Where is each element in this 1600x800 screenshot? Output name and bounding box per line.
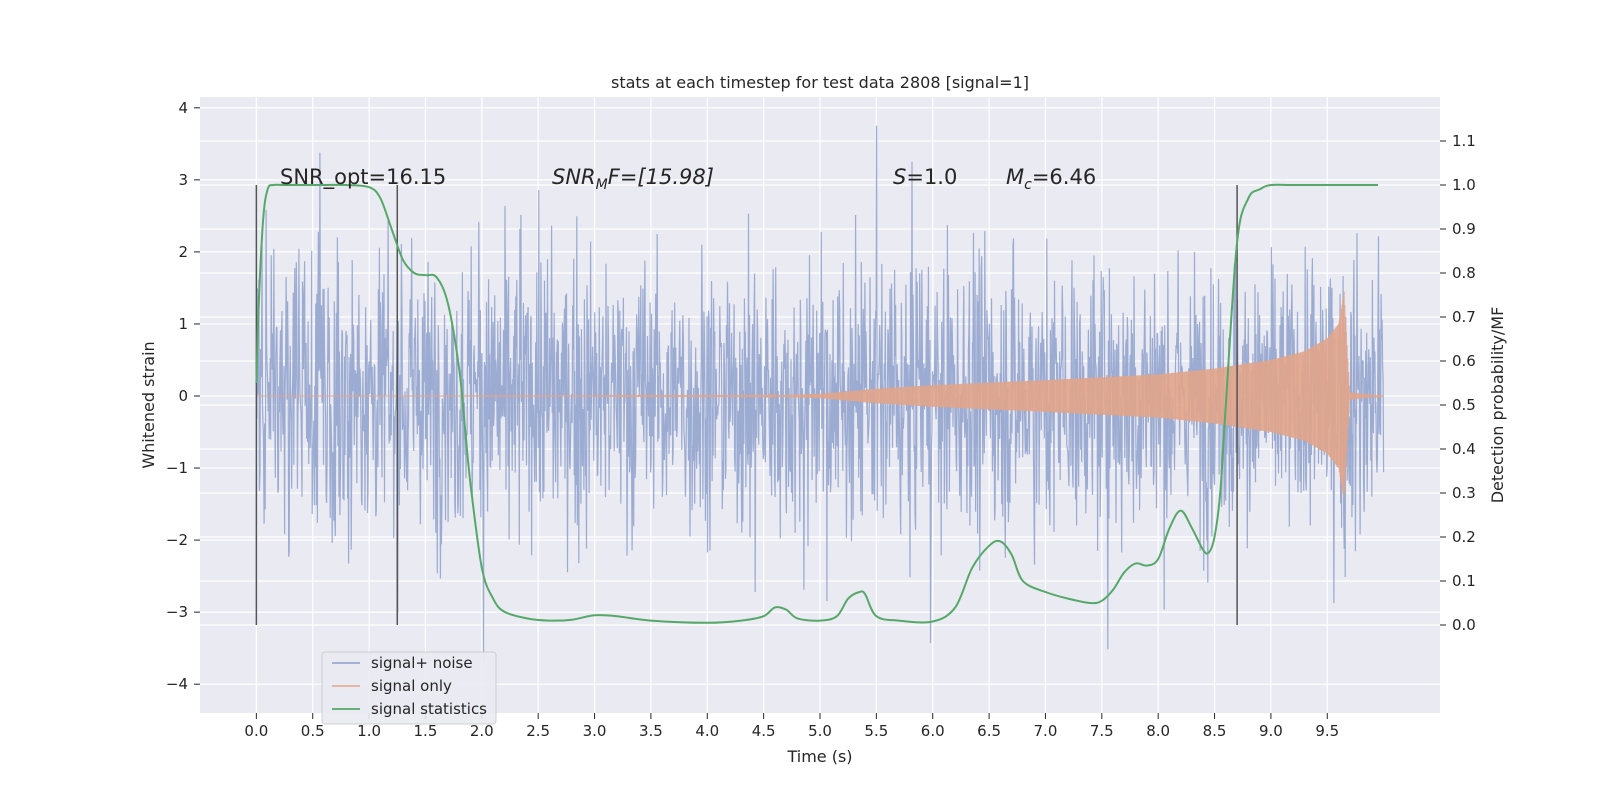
y-right-tick-label: 0.5: [1452, 396, 1476, 414]
y-left-tick-label: −1: [166, 459, 188, 477]
series-line-signal-noise: [255, 125, 1385, 660]
x-tick-label: 5.5: [864, 722, 888, 740]
x-tick-label: 1.0: [357, 722, 381, 740]
x-tick-label: 8.5: [1203, 722, 1227, 740]
x-axis-ticks: 0.0 0.5 1.0 1.5 2.0 2.5 3.0 3.5 4.0 4.5 5.0 5.5 6.0 6…: [244, 713, 1339, 740]
annotation-s: S=1.0: [893, 165, 957, 189]
series-signal-only: [256, 291, 1384, 499]
x-tick-label: 4.5: [752, 722, 776, 740]
x-tick-label: 0.0: [244, 722, 268, 740]
x-tick-label: 4.0: [695, 722, 719, 740]
series-signal-noise: [255, 125, 1385, 660]
vertical-markers: [255, 185, 1238, 625]
y-axis-right-label: Detection probability/MF: [1488, 307, 1507, 504]
y-left-tick-label: 1: [178, 315, 188, 333]
x-tick-label: 0.5: [301, 722, 325, 740]
legend-box: [321, 651, 497, 725]
annotation-mc: Mc=6.46: [1006, 165, 1096, 193]
y-axis-left-ticks: 4 3 2 1 0 −1 −2 −3 −4: [166, 99, 200, 693]
series-line-signal-statistics: [255, 183, 1378, 624]
x-tick-label: 8.0: [1146, 722, 1170, 740]
y-right-tick-label: 0.4: [1452, 440, 1476, 458]
x-tick-label: 9.5: [1315, 722, 1339, 740]
y-right-tick-label: 0.7: [1452, 308, 1476, 326]
x-tick-label: 3.0: [583, 722, 607, 740]
y-left-tick-label: −2: [166, 531, 188, 549]
y-left-tick-label: −3: [166, 603, 188, 621]
y-axis-right-ticks: 1.1 1.0 0.9 0.8 0.7 0.6 0.5 0.4 0.3 0.2 0.1 0.0: [1440, 132, 1476, 634]
y-right-tick-label: 0.1: [1452, 572, 1476, 590]
x-tick-label: 6.5: [977, 722, 1001, 740]
legend-label-signal-only: signal only: [371, 677, 452, 695]
legend-label-signal-noise: signal+ noise: [371, 654, 473, 672]
x-tick-label: 2.0: [470, 722, 494, 740]
y-right-tick-label: 1.0: [1452, 176, 1476, 194]
x-tick-label: 7.0: [1034, 722, 1058, 740]
y-left-tick-label: 3: [178, 171, 188, 189]
legend: signal+ noise signal only signal statist…: [321, 651, 497, 725]
chart-title: stats at each timestep for test data 280…: [611, 73, 1029, 92]
series-signal-statistics: [255, 183, 1378, 624]
series-line-signal-only: [256, 291, 1384, 499]
y-right-tick-label: 0.9: [1452, 220, 1476, 238]
annotation-snr-mf: SNRMF=[15.98]: [552, 165, 714, 193]
x-axis-label: Time (s): [786, 747, 852, 766]
x-tick-label: 9.0: [1259, 722, 1283, 740]
y-axis-left-label: Whitened strain: [139, 341, 158, 468]
y-right-tick-label: 1.1: [1452, 132, 1476, 150]
y-left-tick-label: 0: [178, 387, 188, 405]
x-tick-label: 1.5: [414, 722, 438, 740]
y-right-tick-label: 0.6: [1452, 352, 1476, 370]
y-right-tick-label: 0.2: [1452, 528, 1476, 546]
y-left-tick-label: 4: [178, 99, 188, 117]
y-right-tick-label: 0.3: [1452, 484, 1476, 502]
y-left-tick-label: −4: [166, 675, 188, 693]
legend-label-signal-statistics: signal statistics: [371, 700, 487, 718]
annotation-snr-opt: SNR_opt=16.15: [280, 165, 446, 190]
x-tick-label: 7.5: [1090, 722, 1114, 740]
x-tick-label: 2.5: [526, 722, 550, 740]
x-tick-label: 6.0: [921, 722, 945, 740]
y-right-tick-label: 0.8: [1452, 264, 1476, 282]
x-tick-label: 5.0: [808, 722, 832, 740]
x-tick-label: 3.5: [639, 722, 663, 740]
y-right-tick-label: 0.0: [1452, 616, 1476, 634]
y-left-tick-label: 2: [178, 243, 188, 261]
